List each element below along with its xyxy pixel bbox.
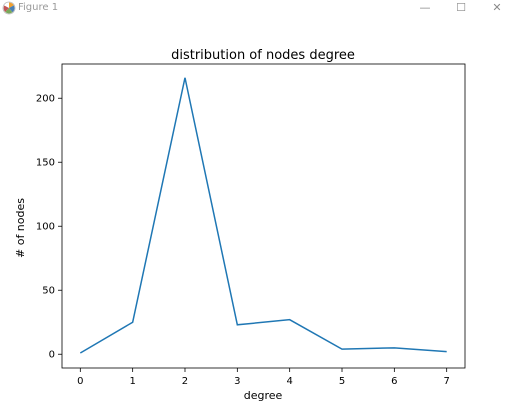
- x-tick-label: 1: [129, 376, 135, 387]
- y-tick-label: 50: [42, 286, 55, 297]
- window-titlebar: Figure 1 — ☐ ✕: [0, 0, 512, 17]
- y-tick-label: 100: [36, 222, 55, 233]
- chart-title: distribution of nodes degree: [171, 48, 355, 63]
- line-chart: distribution of nodes degree degree # of…: [0, 17, 512, 410]
- x-tick-label: 4: [286, 376, 292, 387]
- minimize-button[interactable]: —: [410, 0, 440, 17]
- x-tick-label: 5: [339, 376, 345, 387]
- figure-canvas: distribution of nodes degree degree # of…: [0, 17, 512, 410]
- y-tick-label: 200: [36, 94, 55, 105]
- maximize-button[interactable]: ☐: [446, 0, 476, 17]
- x-tick-label: 0: [77, 376, 83, 387]
- close-button[interactable]: ✕: [482, 0, 512, 17]
- window-title: Figure 1: [18, 2, 58, 13]
- y-tick-label: 150: [36, 158, 55, 169]
- x-tick-label: 7: [443, 376, 449, 387]
- x-tick-label: 6: [391, 376, 397, 387]
- x-tick-label: 2: [182, 376, 188, 387]
- x-axis-label: degree: [244, 389, 283, 402]
- y-tick-label: 0: [49, 350, 55, 361]
- y-axis-label: # of nodes: [14, 198, 27, 258]
- matplotlib-logo-icon: [2, 1, 16, 15]
- series-line: [80, 78, 446, 353]
- x-tick-label: 3: [234, 376, 240, 387]
